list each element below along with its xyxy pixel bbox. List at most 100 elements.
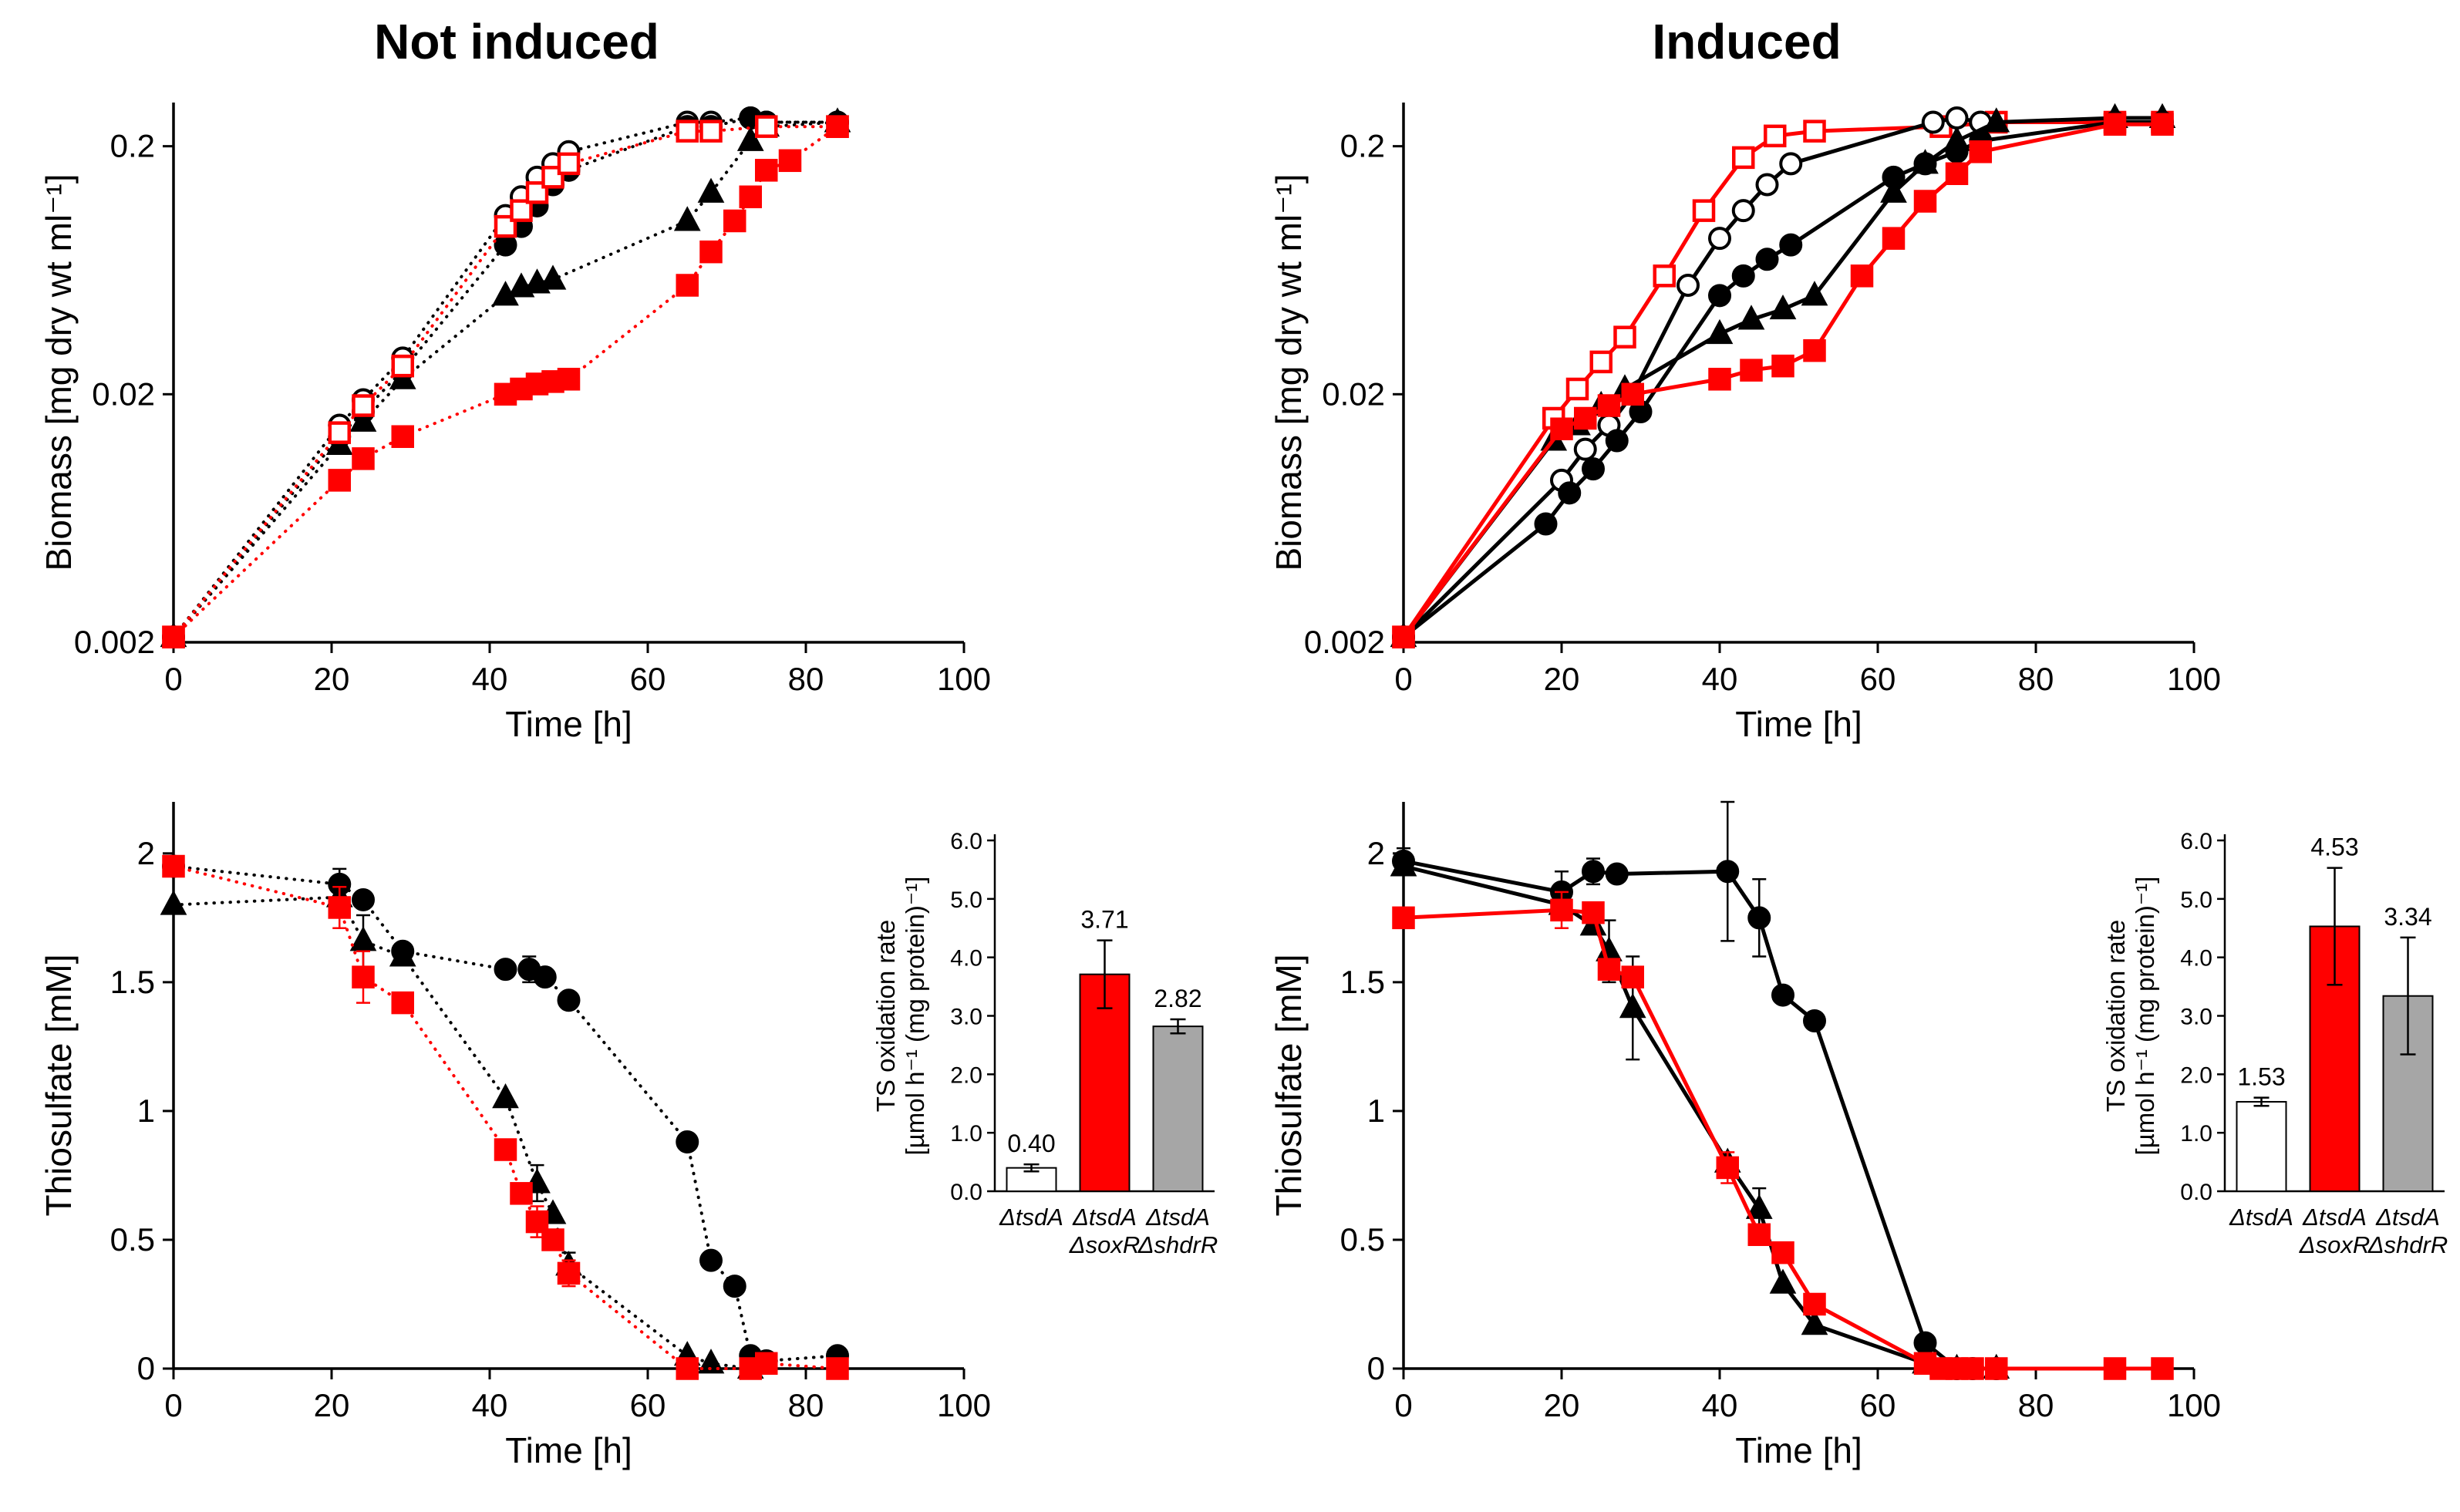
bar [2236,1100,2287,1193]
triangle-marker [1983,107,2010,133]
inset-bar-chart: 0.0 1.0 2.0 3.0 4.0 5.0 6.0 TS oxidation rate[µ… [871,829,1218,1258]
bar-category-label: ΔtsdA ΔshdrR [2367,1204,2448,1258]
bar-value-label: 3.71 [1080,906,1128,934]
filled-circle-marker [1716,860,1740,884]
filled-square-marker [1708,368,1731,391]
open-square-marker [1565,377,1589,401]
bar-category-label: ΔtsdA [2229,1204,2293,1231]
x-axis-label: Time [h] [505,704,632,744]
filled-square-marker [2103,1357,2127,1380]
triangle-marker [736,126,764,151]
y-tick-label: 1.5 [1340,964,1385,1000]
y-tick-label: 0 [1367,1350,1385,1386]
filled-square-marker [1392,906,1415,930]
y-tick-label: 1.5 [110,964,155,1000]
bar-category-label: ΔtsdA ΔsoxR [1069,1204,1140,1258]
filled-square-marker [1913,190,1937,213]
open-circle-marker [1945,106,1969,130]
thiosulfate-chart-not-induced: 0 20 40 60 80 100 0 0.5 1 1.5 2 Time [h] Thiosulfate… [39,802,991,1470]
filled-square-marker [826,115,849,138]
x-tick-label: 60 [630,661,666,697]
inset-bar-chart: 0.0 1.0 2.0 3.0 4.0 5.0 6.0 TS oxidation rate[µ… [2101,829,2448,1258]
triangle-marker [1880,177,1907,203]
filled-square-marker [755,1352,778,1376]
triangle-marker [349,406,377,432]
x-tick-label: 80 [2018,661,2054,697]
triangle-marker [1769,294,1797,320]
x-tick-label: 40 [1702,661,1738,697]
x-tick-label: 0 [1394,661,1412,697]
filled-circle-marker [676,1130,699,1153]
ts-oxidation-rate-inset-induced: 0.0 1.0 2.0 3.0 4.0 5.0 6.0 TS oxidation rate[µ… [2101,829,2448,1258]
filled-square-marker [1803,338,1826,362]
x-tick-label: 80 [788,661,824,697]
x-tick-label: 40 [472,661,508,697]
filled-square-marker [778,149,802,173]
y-tick-label: 1 [1367,1093,1385,1129]
filled-square-marker [1969,140,1992,163]
open-square-marker [1764,124,1787,148]
triangle-marker [349,926,377,951]
triangle-marker [1390,851,1417,877]
filled-square-marker [1574,406,1597,430]
triangle-marker [1801,281,1828,306]
filled-circle-marker [1803,1009,1826,1032]
y-tick-label: 0.5 [1340,1221,1385,1258]
filled-square-marker [2103,113,2127,136]
filled-square-marker [1882,227,1906,250]
open-circle-marker [1573,437,1597,461]
filled-square-marker [1597,958,1621,981]
filled-square-marker [1961,1357,1984,1380]
inset-y-tick-label: 5.0 [2180,887,2212,913]
inset-y-tick-label: 6.0 [950,829,982,854]
ts-oxidation-rate-inset-not-induced: 0.0 1.0 2.0 3.0 4.0 5.0 6.0 TS oxidation rate[µ… [871,829,1218,1258]
filled-square-marker [826,1357,849,1380]
x-tick-label: 60 [1860,1387,1896,1423]
filled-square-marker [676,274,699,297]
filled-square-marker [391,425,414,448]
open-square-marker [391,354,414,378]
x-tick-label: 40 [1702,1387,1738,1423]
filled-square-marker [1747,1223,1771,1247]
thiosulfate-chart-induced: 0 20 40 60 80 100 0 0.5 1 1.5 2 Time [h] Thiosulfate… [1269,800,2221,1470]
axes: 0 20 40 60 80 100 0 0.5 1 1.5 2 Time [h] Thiosulfate… [1269,802,2221,1470]
triangle-marker [697,1349,725,1374]
y-tick-label: 0.02 [1322,375,1385,412]
panel-not-induced: Not induced 0 20 40 60 80 100 0.002 0.02 0.2 Time… [39,14,1218,1470]
filled-square-marker [755,159,778,182]
bar-value-label: 4.53 [2310,833,2358,861]
bar-value-label: 3.34 [2384,903,2431,931]
filled-circle-marker [494,958,517,982]
triangle-marker [1619,993,1646,1019]
open-circle-marker [1779,152,1803,176]
filled-circle-marker [1582,860,1605,884]
y-tick-label: 0 [137,1350,155,1386]
open-square-marker [1803,120,1826,143]
x-tick-label: 40 [472,1387,508,1423]
x-tick-label: 80 [2018,1387,2054,1423]
y-tick-label: 0.2 [1340,128,1385,164]
y-tick-label: 2 [137,835,155,871]
y-axis-label: Thiosulfate [mM] [1269,955,1309,1217]
inset-y-tick-label: 4.0 [950,946,982,972]
triangle-marker [1801,1309,1828,1335]
panel-title-not-induced: Not induced [374,14,659,69]
filled-square-marker [2151,1357,2174,1380]
triangle-marker [1769,1268,1797,1294]
open-circle-marker [1677,273,1700,297]
axes: 0 20 40 60 80 100 0.002 0.02 0.2 Time [h] Biomass … [1269,103,2221,744]
filled-square-marker [328,896,351,919]
series-open-circles [1392,106,1993,649]
filled-circle-marker [1605,429,1629,453]
filled-circle-marker [494,233,517,257]
filled-circle-marker [1582,457,1605,481]
series-filled-red-squares [162,854,849,1380]
filled-square-marker [1771,1241,1794,1264]
bar [1079,973,1131,1193]
filled-square-marker [162,854,185,878]
panel-induced: Induced 0 20 40 60 80 100 0.002 0.02 0.2 Time [h]… [1230,0,2460,1512]
filled-square-marker [1597,394,1621,417]
series-filled-triangles [160,107,851,648]
x-tick-label: 0 [1394,1387,1412,1423]
inset-y-tick-label: 3.0 [2180,1005,2212,1030]
